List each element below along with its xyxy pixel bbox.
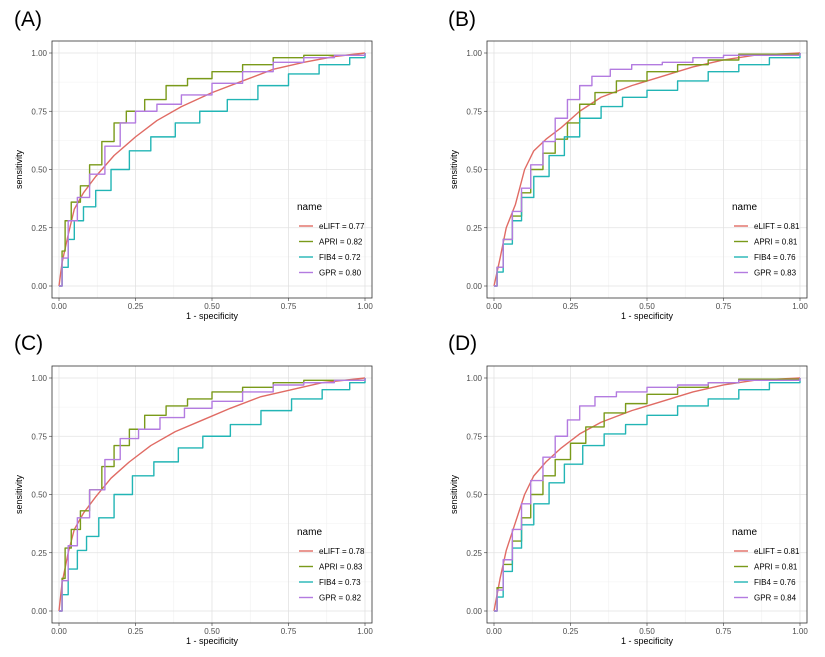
panel-label: (C) bbox=[14, 332, 43, 355]
panel-label: (D) bbox=[448, 332, 477, 355]
roc-curve-gpr bbox=[59, 378, 366, 612]
x-tick-label: 0.50 bbox=[204, 302, 220, 311]
roc-curve-apri bbox=[59, 53, 366, 287]
legend-entry: FIB4 = 0.76 bbox=[754, 253, 796, 262]
legend-title: name bbox=[732, 202, 757, 213]
roc-panel-1: (A) 0.00 0.25 0.50 0.75 1.00 0.00 0.25 0.50 0.75 1… bbox=[14, 8, 373, 321]
legend-entry: FIB4 = 0.72 bbox=[319, 253, 361, 262]
plot-border bbox=[51, 365, 373, 624]
y-tick-label: 0.25 bbox=[466, 224, 482, 233]
roc-panel-2: (B) 0.00 0.25 0.50 0.75 1.00 0.00 0.25 0.50 0.75 1… bbox=[448, 8, 808, 321]
panel-label: (B) bbox=[448, 8, 476, 31]
x-axis-label: 1 - specificity bbox=[186, 311, 239, 321]
y-axis-label: sensitivity bbox=[449, 149, 459, 189]
roc-curve-gpr bbox=[494, 378, 801, 612]
legend-entry: FIB4 = 0.76 bbox=[754, 578, 796, 587]
plot-border bbox=[486, 365, 808, 624]
legend-entry: GPR = 0.83 bbox=[754, 269, 797, 278]
x-axis-label: 1 - specificity bbox=[621, 636, 674, 646]
legend-entry: eLIFT = 0.81 bbox=[754, 547, 800, 556]
y-tick-label: 0.75 bbox=[31, 432, 47, 441]
plot-border bbox=[51, 40, 373, 299]
x-tick-label: 0.75 bbox=[281, 302, 297, 311]
legend-title: name bbox=[297, 527, 322, 538]
legend-entry: APRI = 0.81 bbox=[754, 238, 798, 247]
x-tick-label: 0.50 bbox=[639, 302, 655, 311]
x-axis-label: 1 - specificity bbox=[621, 311, 674, 321]
x-tick-label: 0.00 bbox=[51, 627, 67, 636]
y-axis-label: sensitivity bbox=[14, 149, 24, 189]
y-tick-label: 0.50 bbox=[466, 491, 482, 500]
y-tick-label: 0.75 bbox=[31, 107, 47, 116]
legend-entry: APRI = 0.81 bbox=[754, 563, 798, 572]
legend-entry: eLIFT = 0.77 bbox=[319, 222, 365, 231]
legend-entry: GPR = 0.82 bbox=[319, 594, 362, 603]
legend-entry: APRI = 0.83 bbox=[319, 563, 363, 572]
x-tick-label: 0.25 bbox=[563, 302, 579, 311]
roc-panel-4: (D) 0.00 0.25 0.50 0.75 1.00 0.00 0.25 0.50 0.75 1… bbox=[448, 332, 808, 646]
x-tick-label: 0.00 bbox=[486, 627, 502, 636]
roc-curve-fib4 bbox=[494, 378, 801, 612]
x-tick-label: 0.00 bbox=[51, 302, 67, 311]
roc-curve-elift bbox=[58, 52, 366, 287]
x-tick-label: 0.75 bbox=[716, 627, 732, 636]
x-tick-label: 0.25 bbox=[128, 302, 144, 311]
y-axis-label: sensitivity bbox=[449, 474, 459, 514]
y-tick-label: 1.00 bbox=[466, 374, 482, 383]
y-tick-label: 0.25 bbox=[31, 549, 47, 558]
roc-curve-fib4 bbox=[59, 378, 366, 612]
y-tick-label: 0.75 bbox=[466, 107, 482, 116]
legend-title: name bbox=[732, 527, 757, 538]
y-axis-label: sensitivity bbox=[14, 474, 24, 514]
y-tick-label: 0.25 bbox=[466, 549, 482, 558]
roc-curve-gpr bbox=[494, 53, 801, 287]
legend-entry: FIB4 = 0.73 bbox=[319, 578, 361, 587]
legend-entry: eLIFT = 0.81 bbox=[754, 222, 800, 231]
roc-curve-elift bbox=[493, 377, 801, 612]
y-tick-label: 0.50 bbox=[31, 166, 47, 175]
legend-title: name bbox=[297, 202, 322, 213]
x-tick-label: 0.50 bbox=[204, 627, 220, 636]
x-tick-label: 0.75 bbox=[281, 627, 297, 636]
x-tick-label: 0.75 bbox=[716, 302, 732, 311]
x-tick-label: 1.00 bbox=[357, 627, 373, 636]
plot-border bbox=[486, 40, 808, 299]
x-tick-label: 1.00 bbox=[792, 302, 808, 311]
x-tick-label: 1.00 bbox=[792, 627, 808, 636]
y-tick-label: 0.00 bbox=[466, 607, 482, 616]
x-tick-label: 0.00 bbox=[486, 302, 502, 311]
x-tick-label: 0.25 bbox=[563, 627, 579, 636]
y-tick-label: 0.00 bbox=[466, 282, 482, 291]
legend-entry: GPR = 0.84 bbox=[754, 594, 797, 603]
y-tick-label: 1.00 bbox=[466, 49, 482, 58]
x-axis-label: 1 - specificity bbox=[186, 636, 239, 646]
y-tick-label: 0.75 bbox=[466, 432, 482, 441]
legend-entry: GPR = 0.80 bbox=[319, 269, 362, 278]
roc-panel-3: (C) 0.00 0.25 0.50 0.75 1.00 0.00 0.25 0.50 0.75 1… bbox=[14, 332, 373, 646]
y-tick-label: 0.50 bbox=[31, 491, 47, 500]
legend-entry: APRI = 0.82 bbox=[319, 238, 363, 247]
roc-curve-apri bbox=[59, 378, 366, 612]
y-tick-label: 1.00 bbox=[31, 49, 47, 58]
legend-entry: eLIFT = 0.78 bbox=[319, 547, 365, 556]
y-tick-label: 1.00 bbox=[31, 374, 47, 383]
x-tick-label: 1.00 bbox=[357, 302, 373, 311]
x-tick-label: 0.50 bbox=[639, 627, 655, 636]
roc-curve-fib4 bbox=[59, 53, 366, 287]
y-tick-label: 0.00 bbox=[31, 607, 47, 616]
panel-label: (A) bbox=[14, 8, 42, 31]
roc-curve-gpr bbox=[59, 53, 366, 287]
x-tick-label: 0.25 bbox=[128, 627, 144, 636]
y-tick-label: 0.50 bbox=[466, 166, 482, 175]
y-tick-label: 0.00 bbox=[31, 282, 47, 291]
y-tick-label: 0.25 bbox=[31, 224, 47, 233]
